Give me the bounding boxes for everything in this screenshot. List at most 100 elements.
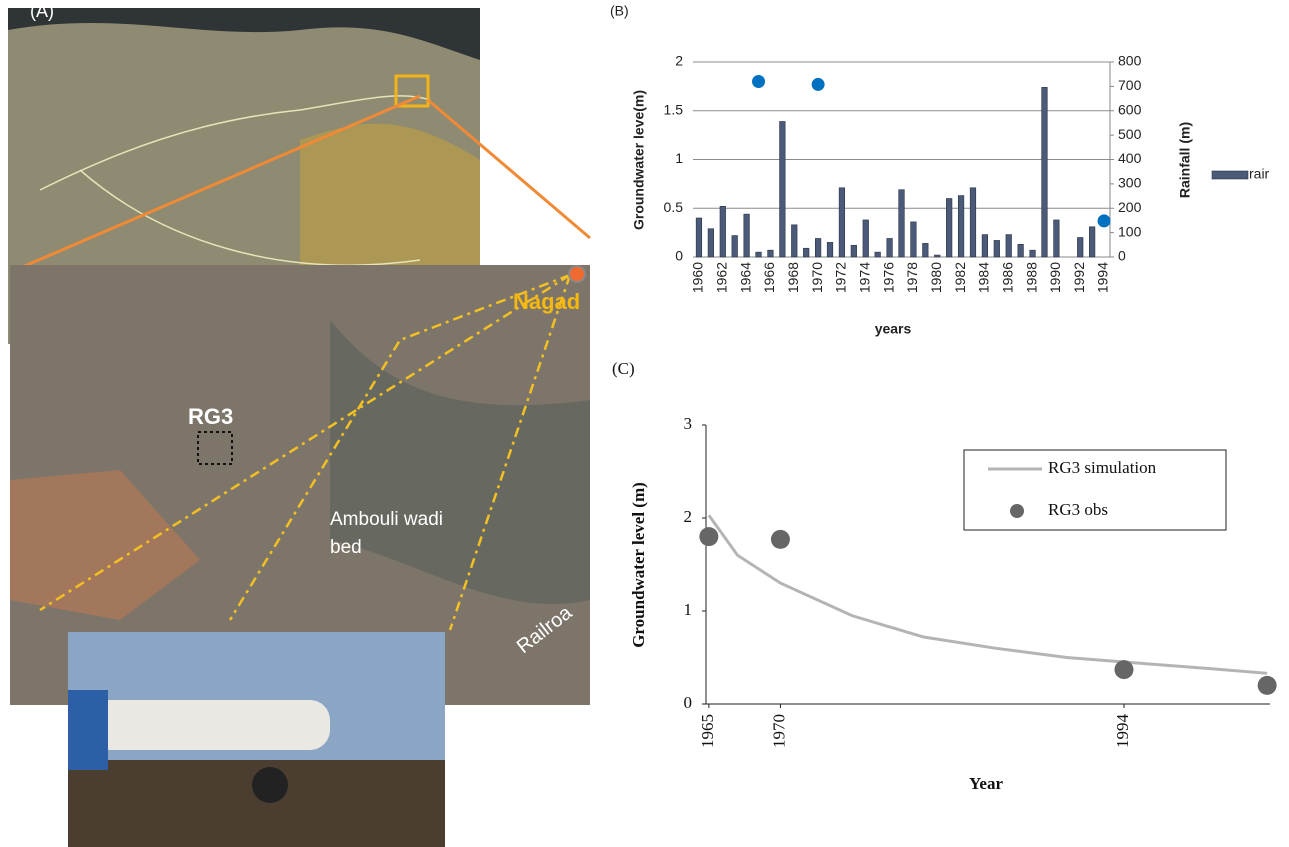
map-label: Ambouli wadi: [330, 509, 443, 530]
y2-tick-label: 400: [1118, 150, 1142, 166]
bar: [827, 242, 833, 257]
bar: [768, 250, 774, 257]
panel-a: (A) Nagad RG3 Ambouli wadi bed Railroa: [8, 1, 590, 847]
bar: [791, 225, 797, 257]
bar: [982, 235, 988, 257]
y-tick-label: 1: [675, 150, 683, 166]
x-tick-label: 1988: [1023, 262, 1039, 293]
bar: [970, 188, 976, 257]
x-tick-label: 1994: [1095, 262, 1111, 293]
panel-label: (A): [30, 1, 54, 21]
bar: [958, 196, 964, 257]
y-tick-label: 1: [684, 600, 693, 619]
bar: [1042, 87, 1048, 257]
x-tick-label: 1974: [856, 262, 872, 293]
legend-swatch: [1212, 171, 1248, 179]
bar: [1077, 238, 1083, 258]
line: [709, 515, 1267, 673]
bar: [851, 245, 857, 257]
x-tick-label: 1970: [809, 262, 825, 293]
point: [1258, 676, 1277, 695]
bar: [696, 218, 702, 257]
bar: [1089, 227, 1095, 257]
legend-label: rair: [1249, 166, 1270, 182]
truck-cab: [68, 690, 108, 770]
x-tick-label: 1984: [976, 262, 992, 293]
y2-tick-label: 100: [1118, 223, 1142, 239]
x-tick-label: 1962: [713, 262, 729, 293]
legend-label: RG3 obs: [1048, 500, 1108, 519]
bar: [911, 222, 917, 257]
y2-tick-label: 0: [1118, 248, 1126, 264]
y-tick-label: 0: [675, 248, 683, 264]
bar: [1030, 250, 1036, 257]
x-tick-label: 1990: [1047, 262, 1063, 293]
y-axis-title: Groundwater leve(m): [631, 90, 647, 230]
bar: [1018, 244, 1024, 257]
x-tick-label: 1982: [952, 262, 968, 293]
bar: [994, 240, 1000, 257]
bar: [708, 229, 714, 257]
bar: [875, 252, 881, 257]
x-tick-label: 1986: [999, 262, 1015, 293]
bar: [899, 190, 905, 257]
y-tick-label: 3: [684, 414, 693, 433]
x-axis-title: years: [875, 321, 912, 337]
map-label: Nagad: [513, 289, 580, 314]
bar: [923, 243, 929, 257]
page: (A) Nagad RG3 Ambouli wadi bed Railroa (…: [0, 0, 1289, 847]
wheel: [252, 767, 288, 803]
x-tick-label: 1976: [880, 262, 896, 293]
bar: [1006, 235, 1012, 257]
figure: (A) Nagad RG3 Ambouli wadi bed Railroa (…: [0, 0, 1289, 847]
point: [771, 530, 790, 549]
bar: [732, 236, 738, 257]
bar: [946, 199, 952, 258]
map-label: bed: [330, 537, 362, 558]
point: [752, 75, 765, 88]
y-tick-label: 0: [684, 693, 693, 712]
location-pin: [569, 266, 585, 282]
point: [1098, 214, 1111, 227]
bar: [934, 255, 940, 257]
x-tick-label: 1980: [928, 262, 944, 293]
bar: [780, 121, 786, 257]
map-label: RG3: [188, 404, 233, 429]
x-tick-label: 1960: [690, 262, 706, 293]
x-tick-label: 1970: [769, 714, 788, 748]
chart-b: (B)00.511.520100200300400500600700800Gro…: [610, 3, 1270, 337]
bar: [756, 252, 762, 257]
y-axis-title: Groundwater level (m): [629, 482, 648, 648]
y2-tick-label: 200: [1118, 199, 1142, 215]
y2-tick-label: 700: [1118, 77, 1142, 93]
photo-ground: [68, 760, 445, 847]
panel-label: (C): [612, 359, 635, 378]
legend-swatch: [1010, 504, 1024, 518]
x-tick-label: 1994: [1113, 714, 1132, 749]
y-tick-label: 0.5: [664, 199, 684, 215]
bar: [744, 214, 750, 257]
bar: [1054, 220, 1060, 257]
x-tick-label: 1966: [761, 262, 777, 293]
x-tick-label: 1978: [904, 262, 920, 293]
bar: [839, 188, 845, 257]
y-tick-label: 2: [675, 53, 683, 69]
point: [812, 78, 825, 91]
x-tick-label: 1972: [833, 262, 849, 293]
bar: [815, 238, 821, 257]
bar: [887, 238, 893, 257]
bar: [803, 248, 809, 257]
bar: [863, 220, 869, 257]
x-tick-label: 1968: [785, 262, 801, 293]
point: [699, 527, 718, 546]
y-tick-label: 1.5: [664, 101, 684, 117]
x-tick-label: 1992: [1071, 262, 1087, 293]
y2-tick-label: 800: [1118, 53, 1142, 69]
x-tick-label: 1964: [737, 262, 753, 293]
y2-tick-label: 600: [1118, 101, 1142, 117]
bar: [720, 206, 726, 257]
y2-tick-label: 300: [1118, 175, 1142, 191]
point: [1114, 660, 1133, 679]
y2-tick-label: 500: [1118, 126, 1142, 142]
